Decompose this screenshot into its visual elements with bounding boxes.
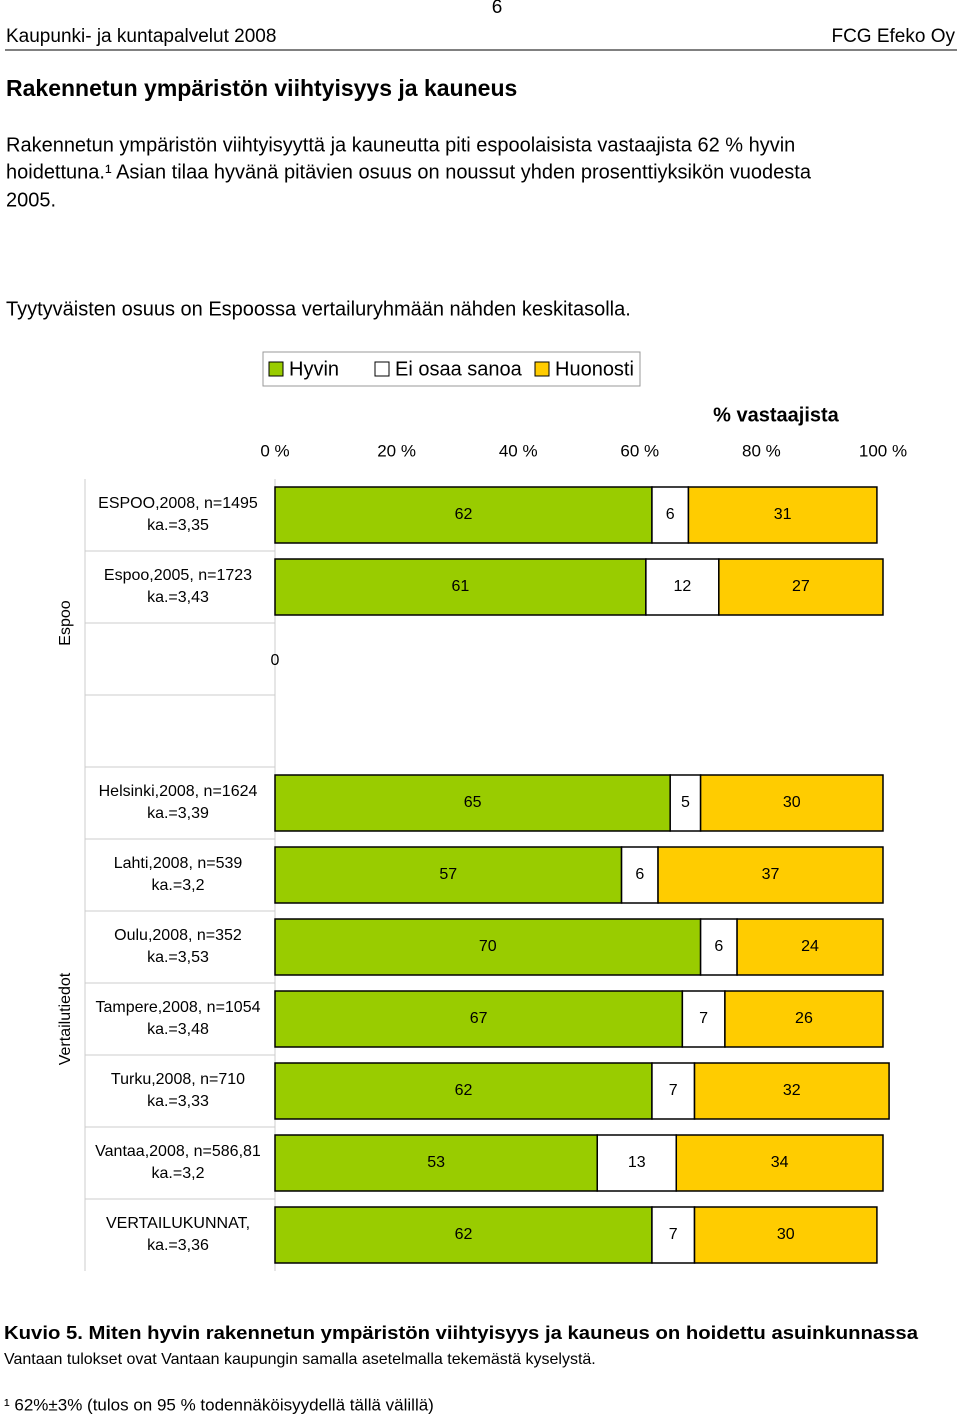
- data-label: 24: [801, 938, 819, 955]
- category-label: ESPOO,2008, n=1495: [98, 495, 258, 512]
- bar-segment: [699, 918, 738, 976]
- data-label: 7: [669, 1226, 678, 1243]
- category-mean: ka.=3,36: [147, 1237, 209, 1254]
- x-tick-label: 100 %: [859, 441, 907, 460]
- data-label: 62: [455, 506, 473, 523]
- category-mean: ka.=3,33: [147, 1093, 209, 1110]
- bar-segment: [274, 1206, 653, 1264]
- paragraph-line: hoidettuna.¹ Asian tilaa hyvänä pitävien…: [6, 161, 812, 183]
- bar-segment: [274, 846, 623, 904]
- data-label: 13: [628, 1154, 646, 1171]
- group-label: Espoo: [57, 600, 74, 645]
- data-label: 26: [795, 1010, 813, 1027]
- bar-segment: [693, 1206, 878, 1264]
- legend-box: [262, 351, 641, 387]
- data-label: 30: [777, 1226, 795, 1243]
- bar-segment: [596, 1134, 678, 1192]
- x-tick-label: 80 %: [742, 441, 781, 460]
- bar-segment: [620, 846, 659, 904]
- bar-segment: [274, 990, 684, 1048]
- bar-segment: [274, 918, 702, 976]
- category-mean: ka.=3,39: [147, 805, 209, 822]
- paragraph-line: 2005.: [6, 189, 56, 211]
- data-label: 53: [427, 1154, 445, 1171]
- data-label: 70: [479, 938, 497, 955]
- legend-label: Hyvin: [289, 358, 339, 380]
- group-label: Vertailutiedot: [57, 972, 74, 1065]
- bar-segment: [651, 1062, 696, 1120]
- category-mean: ka.=3,2: [152, 877, 205, 894]
- data-label: 27: [792, 578, 810, 595]
- bar-segment: [274, 1134, 598, 1192]
- category-label: Vantaa,2008, n=586,81: [95, 1143, 261, 1160]
- bar-segment: [274, 1062, 653, 1120]
- footnote: ¹ 62%±3% (tulos on 95 % todennäköisyydel…: [4, 1395, 434, 1414]
- category-label: VERTAILUKUNNAT,: [106, 1215, 250, 1232]
- data-label: 57: [439, 866, 457, 883]
- bar-segment: [681, 990, 726, 1048]
- category-label: Turku,2008, n=710: [111, 1071, 245, 1088]
- data-label: 0: [271, 652, 280, 669]
- category-mean: ka.=3,53: [147, 949, 209, 966]
- category-label: Oulu,2008, n=352: [114, 927, 242, 944]
- bar-segment: [651, 1206, 696, 1264]
- data-label: 37: [762, 866, 780, 883]
- bar-segment: [693, 1062, 890, 1120]
- data-label: 67: [470, 1010, 488, 1027]
- bar-segment: [657, 846, 884, 904]
- x-tick-label: 60 %: [620, 441, 659, 460]
- bar-segment: [699, 774, 884, 832]
- header-left: Kaupunki- ja kuntapalvelut 2008: [6, 26, 276, 47]
- data-label: 12: [673, 578, 691, 595]
- note: Vantaan tulokset ovat Vantaan kaupungin …: [4, 1351, 596, 1368]
- bar-segment: [675, 1134, 884, 1192]
- x-tick-label: 40 %: [499, 441, 538, 460]
- data-label: 62: [455, 1082, 473, 1099]
- page-number: 6: [492, 0, 503, 18]
- bar-segment: [736, 918, 884, 976]
- data-label: 7: [669, 1082, 678, 1099]
- data-label: 62: [455, 1226, 473, 1243]
- paragraph-line: Rakennetun ympäristön viihtyisyyttä ja k…: [6, 134, 795, 156]
- category-mean: ka.=3,48: [147, 1021, 209, 1038]
- data-label: 6: [714, 938, 723, 955]
- paragraph: Tyytyväisten osuus on Espoossa vertailur…: [6, 298, 631, 320]
- x-tick-label: 0 %: [260, 441, 289, 460]
- legend-swatch: [534, 361, 550, 377]
- data-label: 5: [681, 794, 690, 811]
- bar-segment: [718, 558, 884, 616]
- category-label: Espoo,2005, n=1723: [104, 567, 252, 584]
- category-label: Lahti,2008, n=539: [114, 855, 243, 872]
- category-label: Tampere,2008, n=1054: [95, 999, 260, 1016]
- data-label: 34: [771, 1154, 789, 1171]
- legend: Hyvin Ei osaa sanoa Huonosti: [268, 358, 634, 380]
- data-label: 32: [783, 1082, 801, 1099]
- data-label: 6: [635, 866, 644, 883]
- legend-label: Huonosti: [555, 358, 634, 380]
- category-mean: ka.=3,43: [147, 589, 209, 606]
- category-mean: ka.=3,35: [147, 517, 209, 534]
- x-tick-label: 20 %: [377, 441, 416, 460]
- header-right: FCG Efeko Oy: [831, 26, 955, 47]
- bar-segment: [687, 486, 878, 544]
- category-mean: ka.=3,2: [152, 1165, 205, 1182]
- data-label: 31: [774, 506, 792, 523]
- data-label: 7: [699, 1010, 708, 1027]
- heading: Rakennetun ympäristön viihtyisyys ja kau…: [6, 75, 517, 101]
- data-label: 6: [666, 506, 675, 523]
- axis-title: % vastaajista: [713, 404, 840, 426]
- category-label: Helsinki,2008, n=1624: [99, 783, 258, 800]
- legend-swatch: [268, 361, 284, 377]
- bar-segment: [274, 774, 671, 832]
- caption: Kuvio 5. Miten hyvin rakennetun ympärist…: [4, 1323, 919, 1343]
- bar-segment: [724, 990, 884, 1048]
- data-label: 30: [783, 794, 801, 811]
- legend-swatch: [374, 361, 390, 377]
- bar-segment: [645, 558, 720, 616]
- data-label: 65: [464, 794, 482, 811]
- data-label: 61: [452, 578, 470, 595]
- legend-label: Ei osaa sanoa: [395, 358, 523, 380]
